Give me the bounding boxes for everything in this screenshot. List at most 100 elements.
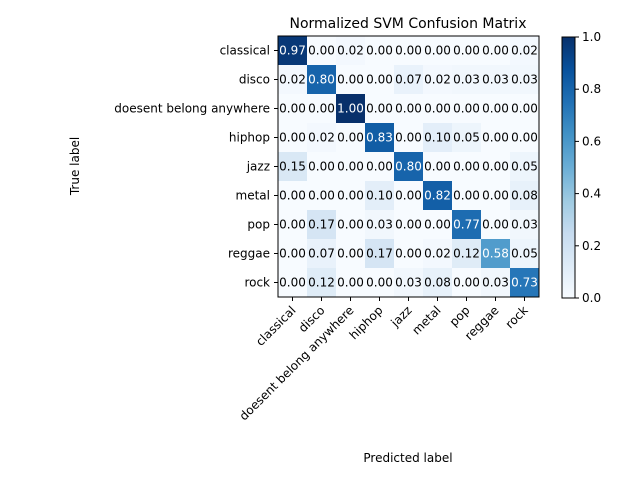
x-tick-label: classical [253, 303, 299, 349]
heatmap-cell [336, 268, 366, 298]
heatmap-cell [307, 36, 337, 66]
cell-value-label: 0.73 [511, 276, 538, 290]
cell-value-label: 0.15 [279, 160, 306, 174]
y-tick-label: classical [220, 44, 270, 58]
cell-value-label: 0.00 [482, 44, 509, 58]
cell-value-label: 0.00 [308, 44, 335, 58]
heatmap-cell [278, 123, 308, 153]
cell-value-label: 0.00 [366, 73, 393, 87]
heatmap-cell [394, 94, 424, 124]
y-tick-label: jazz [246, 160, 270, 174]
cell-value-label: 0.07 [308, 247, 335, 261]
heatmap-cell [336, 210, 366, 240]
cell-value-label: 0.00 [482, 102, 509, 116]
heatmap-cell [481, 268, 511, 298]
heatmap-cell [307, 123, 337, 153]
heatmap-cell [365, 210, 395, 240]
cell-value-label: 0.00 [482, 131, 509, 145]
cell-value-label: 0.00 [366, 160, 393, 174]
cell-value-label: 0.00 [424, 44, 451, 58]
heatmap-cell [481, 152, 511, 182]
heatmap-cell [423, 123, 453, 153]
y-axis: classical disco doesent belong anywhere hip… [114, 44, 278, 290]
y-tick-label: metal [236, 189, 270, 203]
heatmap-cell [452, 123, 482, 153]
heatmap-cell [307, 210, 337, 240]
cell-value-label: 0.10 [366, 189, 393, 203]
cell-value-label: 0.80 [395, 160, 422, 174]
cell-value-label: 0.00 [453, 160, 480, 174]
heatmap-cell [394, 65, 424, 95]
cell-value-label: 0.00 [337, 73, 364, 87]
colorbar-tick-label: 0.0 [582, 291, 601, 305]
heatmap-cell [510, 210, 540, 240]
cell-value-label: 0.00 [337, 160, 364, 174]
colorbar-tick-label: 1.0 [582, 30, 601, 44]
heatmap-cell [394, 152, 424, 182]
heatmap-cell [394, 181, 424, 211]
cell-value-label: 0.00 [279, 131, 306, 145]
cell-value-label: 0.10 [424, 131, 451, 145]
cell-value-label: 1.00 [337, 102, 364, 116]
y-tick-label: hiphop [229, 131, 270, 145]
y-tick-label: doesent belong anywhere [114, 102, 270, 116]
heatmap-cell [510, 36, 540, 66]
heatmap-cell [452, 181, 482, 211]
heatmap-cell [423, 239, 453, 269]
cell-value-label: 0.00 [395, 247, 422, 261]
cell-value-label: 0.00 [395, 189, 422, 203]
cell-value-label: 0.00 [453, 276, 480, 290]
heatmap-cell [307, 268, 337, 298]
heatmap-cell [394, 123, 424, 153]
cell-value-label: 0.00 [395, 102, 422, 116]
cell-value-label: 0.00 [511, 102, 538, 116]
heatmap-cell [423, 65, 453, 95]
heatmap-cell [510, 94, 540, 124]
heatmap-cell [278, 65, 308, 95]
cell-value-label: 0.00 [453, 189, 480, 203]
colorbar-tick-label: 0.2 [582, 239, 601, 253]
cell-value-label: 0.08 [424, 276, 451, 290]
cell-value-label: 0.02 [308, 131, 335, 145]
cell-value-label: 0.00 [366, 276, 393, 290]
cell-value-label: 0.00 [337, 189, 364, 203]
heatmap-cell [365, 239, 395, 269]
cell-value-label: 0.17 [308, 218, 335, 232]
cell-value-label: 0.02 [337, 44, 364, 58]
heatmap-cell [278, 210, 308, 240]
heatmap-cell [336, 36, 366, 66]
cell-value-label: 0.12 [308, 276, 335, 290]
colorbar [561, 36, 576, 299]
cell-value-label: 0.00 [279, 102, 306, 116]
cell-value-label: 0.05 [511, 160, 538, 174]
cell-value-label: 0.03 [453, 73, 480, 87]
cell-value-label: 0.58 [482, 247, 509, 261]
heatmap-cell [336, 152, 366, 182]
cell-value-label: 0.02 [424, 247, 451, 261]
heatmap-cell [510, 123, 540, 153]
heatmap-cell [423, 94, 453, 124]
heatmap-cell [481, 123, 511, 153]
cell-value-label: 0.17 [366, 247, 393, 261]
cell-value-label: 0.82 [424, 189, 451, 203]
heatmap-cell [452, 36, 482, 66]
heatmap-cell [336, 181, 366, 211]
x-tick-label: doesent belong anywhere [237, 303, 357, 423]
heatmap-cell [481, 181, 511, 211]
heatmap-cell [336, 94, 366, 124]
heatmap-cell [481, 239, 511, 269]
heatmap-cell [510, 65, 540, 95]
cell-value-label: 0.80 [308, 73, 335, 87]
heatmap-cell [481, 94, 511, 124]
heatmap-cell [452, 210, 482, 240]
heatmap-cell [510, 268, 540, 298]
cell-value-label: 0.00 [279, 218, 306, 232]
heatmap-cell [452, 152, 482, 182]
heatmap-cells [278, 36, 540, 298]
cell-value-label: 0.02 [279, 73, 306, 87]
heatmap-cell [394, 239, 424, 269]
heatmap-cell [336, 65, 366, 95]
heatmap-cell [307, 65, 337, 95]
